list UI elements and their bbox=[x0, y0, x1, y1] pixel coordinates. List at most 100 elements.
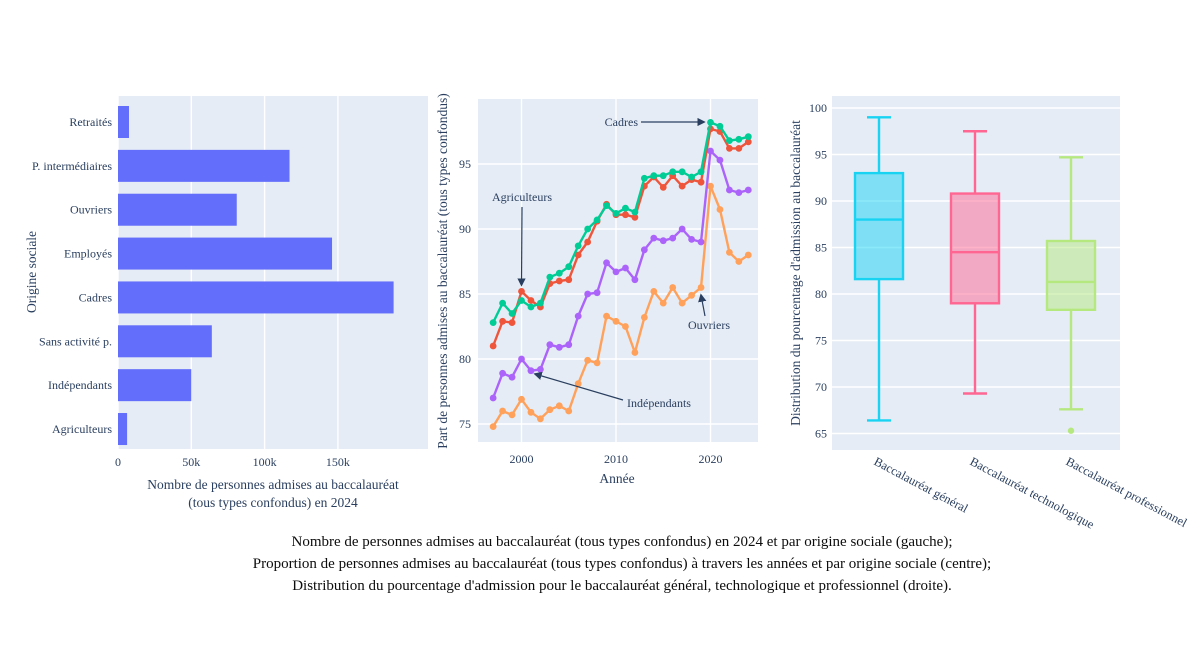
data-point[interactable] bbox=[659, 172, 667, 180]
data-point[interactable] bbox=[489, 342, 497, 350]
data-point[interactable] bbox=[726, 137, 733, 145]
data-point[interactable] bbox=[603, 202, 610, 210]
data-point[interactable] bbox=[603, 259, 610, 267]
bar-cadres[interactable] bbox=[118, 281, 394, 314]
data-point[interactable] bbox=[565, 263, 573, 271]
data-point[interactable] bbox=[707, 147, 714, 155]
data-point[interactable] bbox=[659, 299, 667, 307]
data-point[interactable] bbox=[688, 236, 695, 243]
data-point[interactable] bbox=[537, 299, 544, 307]
data-point[interactable] bbox=[574, 312, 582, 320]
data-point[interactable] bbox=[659, 237, 667, 245]
data-point[interactable] bbox=[565, 341, 573, 349]
data-point[interactable] bbox=[697, 168, 705, 176]
data-point[interactable] bbox=[688, 291, 695, 299]
data-point[interactable] bbox=[726, 186, 733, 194]
data-point[interactable] bbox=[697, 178, 705, 186]
data-point[interactable] bbox=[527, 367, 535, 375]
data-point[interactable] bbox=[527, 297, 535, 304]
data-point[interactable] bbox=[499, 299, 506, 307]
data-point[interactable] bbox=[716, 122, 724, 130]
data-point[interactable] bbox=[622, 323, 629, 330]
data-point[interactable] bbox=[707, 182, 714, 190]
data-point[interactable] bbox=[489, 319, 497, 326]
outlier-point[interactable] bbox=[1067, 427, 1075, 434]
data-point[interactable] bbox=[612, 210, 620, 217]
data-point[interactable] bbox=[574, 251, 582, 259]
data-point[interactable] bbox=[669, 284, 677, 291]
data-point[interactable] bbox=[622, 204, 629, 212]
data-point[interactable] bbox=[631, 208, 639, 216]
data-point[interactable] bbox=[508, 411, 516, 419]
series-path[interactable] bbox=[492, 184, 749, 428]
data-point[interactable] bbox=[518, 297, 525, 304]
data-point[interactable] bbox=[555, 402, 563, 410]
data-point[interactable] bbox=[726, 145, 733, 152]
data-point[interactable] bbox=[565, 276, 573, 284]
data-point[interactable] bbox=[508, 310, 516, 317]
data-point[interactable] bbox=[678, 182, 686, 190]
data-point[interactable] bbox=[659, 184, 667, 191]
data-point[interactable] bbox=[631, 276, 639, 284]
data-point[interactable] bbox=[735, 189, 743, 197]
data-point[interactable] bbox=[697, 238, 705, 246]
data-point[interactable] bbox=[678, 225, 686, 233]
data-point[interactable] bbox=[650, 172, 658, 180]
data-point[interactable] bbox=[735, 258, 743, 265]
data-point[interactable] bbox=[603, 312, 610, 320]
data-point[interactable] bbox=[640, 246, 648, 254]
data-point[interactable] bbox=[612, 268, 620, 276]
data-point[interactable] bbox=[593, 359, 601, 367]
series-path[interactable] bbox=[491, 127, 749, 347]
box-baccalaureat-technologique[interactable] bbox=[949, 130, 1001, 395]
data-point[interactable] bbox=[565, 407, 573, 415]
bar-agriculteurs[interactable] bbox=[118, 413, 128, 446]
series-path[interactable] bbox=[492, 121, 749, 324]
data-point[interactable] bbox=[744, 133, 752, 141]
data-point[interactable] bbox=[527, 408, 535, 416]
data-point[interactable] bbox=[669, 168, 677, 176]
bar-sans-activite-p[interactable] bbox=[118, 325, 212, 358]
data-point[interactable] bbox=[716, 156, 724, 164]
data-point[interactable] bbox=[669, 234, 677, 242]
data-point[interactable] bbox=[650, 288, 658, 295]
data-point[interactable] bbox=[584, 225, 592, 233]
box-body[interactable] bbox=[949, 192, 1001, 305]
data-point[interactable] bbox=[518, 288, 525, 295]
data-point[interactable] bbox=[489, 394, 497, 402]
data-point[interactable] bbox=[735, 145, 743, 152]
bar-p-intermediaires[interactable] bbox=[118, 149, 290, 182]
data-point[interactable] bbox=[716, 206, 724, 213]
box-baccalaureat-general[interactable] bbox=[853, 116, 905, 422]
data-point[interactable] bbox=[574, 380, 582, 388]
bar-ouvriers[interactable] bbox=[118, 193, 237, 226]
data-point[interactable] bbox=[555, 269, 563, 277]
data-point[interactable] bbox=[622, 264, 629, 272]
bar-retraites[interactable] bbox=[118, 106, 129, 138]
data-point[interactable] bbox=[622, 211, 629, 219]
data-point[interactable] bbox=[555, 277, 563, 285]
data-point[interactable] bbox=[584, 290, 592, 298]
data-point[interactable] bbox=[546, 406, 554, 414]
data-point[interactable] bbox=[678, 299, 686, 307]
data-point[interactable] bbox=[678, 168, 686, 176]
data-point[interactable] bbox=[537, 366, 544, 373]
data-point[interactable] bbox=[584, 238, 592, 246]
data-point[interactable] bbox=[726, 249, 733, 256]
data-point[interactable] bbox=[537, 415, 544, 423]
data-point[interactable] bbox=[735, 135, 743, 143]
data-point[interactable] bbox=[631, 349, 639, 356]
data-point[interactable] bbox=[508, 319, 516, 326]
data-point[interactable] bbox=[499, 369, 506, 377]
data-point[interactable] bbox=[574, 242, 582, 250]
box-baccalaureat-professionnel[interactable] bbox=[1045, 156, 1097, 434]
bar-employes[interactable] bbox=[118, 237, 333, 270]
data-point[interactable] bbox=[593, 289, 601, 297]
box-body[interactable] bbox=[853, 171, 905, 281]
data-point[interactable] bbox=[499, 407, 506, 415]
data-point[interactable] bbox=[499, 317, 506, 325]
data-point[interactable] bbox=[688, 173, 695, 181]
data-point[interactable] bbox=[612, 317, 620, 325]
data-point[interactable] bbox=[697, 284, 705, 291]
